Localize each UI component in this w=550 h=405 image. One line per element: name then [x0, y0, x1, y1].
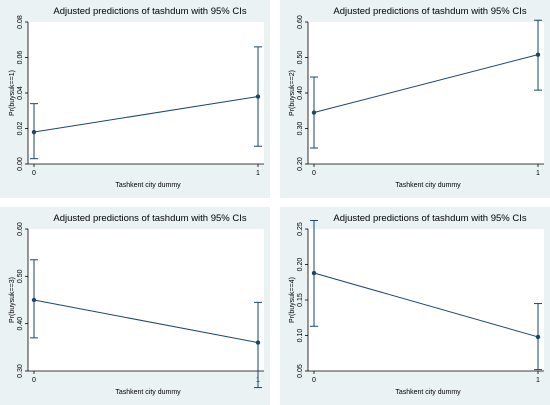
x-tick-label: 1: [536, 170, 540, 177]
series-line: [33, 299, 259, 344]
y-tick-label: 0.08: [17, 15, 24, 29]
data-point: [311, 110, 317, 115]
x-tick-label: 1: [256, 170, 260, 177]
plot-area: [28, 229, 264, 371]
series-line: [313, 272, 539, 338]
chart-title: Adjusted predictions of tashdum with 95%…: [333, 213, 527, 224]
data-point: [311, 270, 317, 276]
chart-title: Adjusted predictions of tashdum with 95%…: [333, 6, 527, 17]
x-tick-label: 0: [32, 377, 36, 384]
y-tick-label: 0.02: [17, 122, 24, 136]
x-axis-label: Tashkent city dummy: [395, 389, 461, 396]
plot-area: [308, 22, 544, 164]
data-point: [31, 297, 37, 303]
chart-title: Adjusted predictions of tashdum with 95%…: [53, 6, 247, 17]
y-tick-label: 0.10: [297, 329, 304, 343]
chart-panel-3: Adjusted predictions of tashdum with 95%…: [0, 207, 270, 405]
x-tick-label: 0: [312, 170, 316, 177]
y-tick-label: 0.30: [17, 364, 24, 378]
chart-title: Adjusted predictions of tashdum with 95%…: [53, 213, 247, 224]
series-line: [33, 96, 259, 133]
data-point: [255, 94, 261, 99]
chart-panel-2: Adjusted predictions of tashdum with 95%…: [280, 0, 550, 198]
y-axis-label: Pr(buysuk==1): [9, 70, 16, 116]
plot-area: [28, 22, 264, 164]
y-tick-label: 0.50: [297, 51, 304, 65]
x-tick-label: 0: [312, 377, 316, 384]
y-tick-label: 0.50: [17, 269, 24, 283]
x-axis-label: Tashkent city dummy: [115, 389, 181, 396]
plot-area: [308, 229, 544, 371]
y-tick-label: 0.20: [297, 258, 304, 272]
x-tick-label: 1: [536, 377, 540, 384]
y-tick-label: 0.05: [297, 364, 304, 378]
data-point: [535, 52, 541, 57]
y-tick-label: 0.20: [297, 157, 304, 171]
y-tick-label: 0.40: [297, 86, 304, 100]
y-tick-label: 0.60: [297, 15, 304, 29]
x-axis-label: Tashkent city dummy: [395, 182, 461, 189]
y-tick-label: 0.40: [17, 317, 24, 331]
y-axis-label: Pr(buysuk==2): [289, 70, 296, 116]
y-axis-label: Pr(buysuk==4): [289, 277, 296, 323]
x-axis-label: Tashkent city dummy: [115, 182, 181, 189]
data-point: [255, 340, 261, 345]
y-tick-label: 0.25: [297, 222, 304, 236]
series-line: [313, 54, 539, 114]
chart-panel-4: Adjusted predictions of tashdum with 95%…: [280, 207, 550, 405]
y-tick-label: 0.15: [297, 293, 304, 307]
y-tick-label: 0.60: [17, 222, 24, 236]
y-tick-label: 0.00: [17, 157, 24, 171]
x-tick-label: 0: [32, 170, 36, 177]
y-tick-label: 0.30: [297, 122, 304, 136]
y-tick-label: 0.06: [17, 51, 24, 65]
data-point: [31, 129, 37, 135]
data-point: [535, 334, 541, 340]
y-tick-label: 0.04: [17, 86, 24, 100]
chart-panel-1: Adjusted predictions of tashdum with 95%…: [0, 0, 270, 198]
y-axis-label: Pr(buysuk==3): [9, 277, 16, 323]
